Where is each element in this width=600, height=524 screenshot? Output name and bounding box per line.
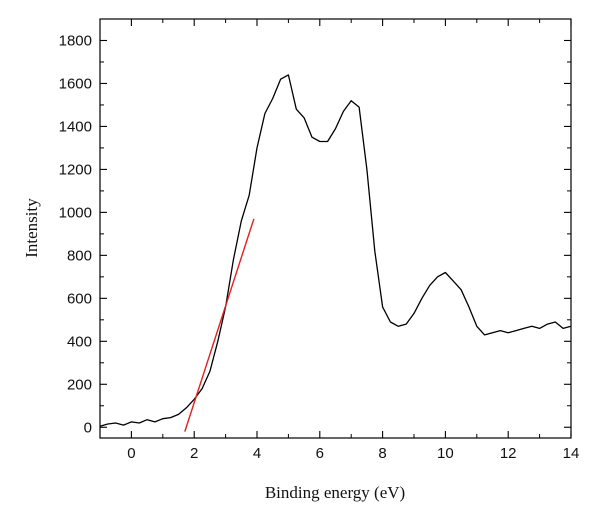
- x-tick-label: 12: [500, 445, 517, 462]
- series-group: [99, 74, 572, 432]
- x-tick-label: 14: [563, 445, 580, 462]
- tick-labels: 0 2 4 6 8 10 12 14 0 200 400 600 800 1000 1200 1400 1600…: [59, 32, 580, 462]
- y-axis-title: Intensity: [22, 198, 41, 258]
- x-tick-label: 8: [378, 445, 386, 462]
- y-tick-label: 1400: [59, 118, 92, 135]
- y-tick-label: 1000: [59, 204, 92, 221]
- x-tick-label: 2: [190, 445, 198, 462]
- x-tick-label: 0: [127, 445, 135, 462]
- y-tick-label: 400: [67, 333, 92, 350]
- axis-ticks: [99, 19, 572, 438]
- x-tick-label: 6: [316, 445, 324, 462]
- y-tick-label: 1600: [59, 75, 92, 92]
- y-tick-label: 0: [84, 419, 92, 436]
- x-tick-label: 10: [437, 445, 454, 462]
- plot-frame: [99, 18, 572, 439]
- y-tick-label: 800: [67, 247, 92, 264]
- y-tick-label: 600: [67, 290, 92, 307]
- x-axis-title: Binding energy (eV): [265, 483, 405, 502]
- x-tick-label: 4: [253, 445, 261, 462]
- y-tick-label: 1200: [59, 161, 92, 178]
- y-tick-label: 1800: [59, 32, 92, 49]
- spectrum-line: [99, 74, 572, 427]
- linear-fit-line: [184, 218, 255, 432]
- y-tick-label: 200: [67, 376, 92, 393]
